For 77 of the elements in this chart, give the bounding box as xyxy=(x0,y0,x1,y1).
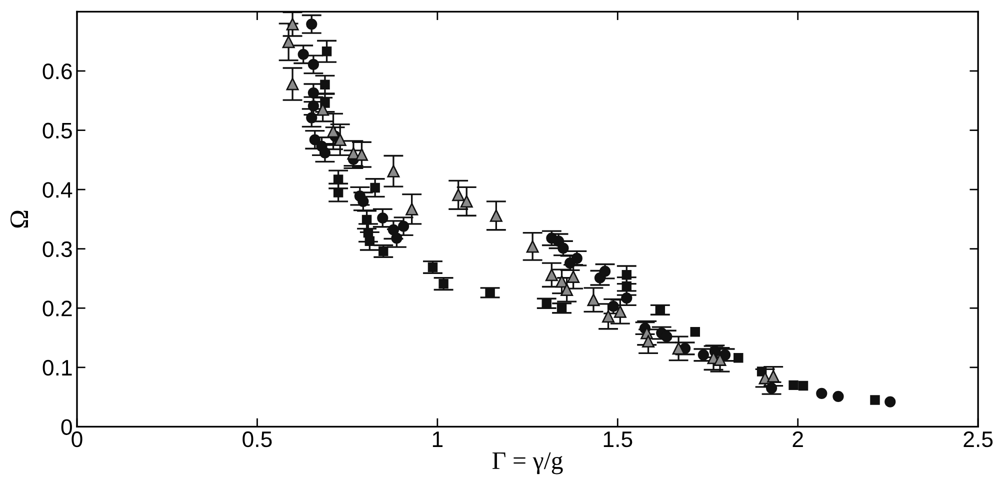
point xyxy=(298,48,309,60)
point xyxy=(870,395,880,405)
point xyxy=(714,353,726,366)
x-tick-label: 2 xyxy=(792,431,803,447)
point xyxy=(387,164,400,178)
point xyxy=(602,310,615,323)
point xyxy=(406,202,418,216)
point xyxy=(308,100,319,112)
point xyxy=(884,396,896,408)
point xyxy=(388,224,400,236)
point xyxy=(378,246,388,256)
y-tick-label: 0.5 xyxy=(42,122,72,139)
point xyxy=(306,18,318,30)
point xyxy=(545,268,558,282)
point xyxy=(542,298,552,308)
point xyxy=(766,382,778,394)
point xyxy=(556,303,567,313)
point xyxy=(832,390,844,402)
point xyxy=(362,214,372,225)
point xyxy=(734,353,744,363)
point xyxy=(622,281,632,292)
x-axis-title: Γ = γ/g xyxy=(492,452,563,474)
y-tick-label: 0.1 xyxy=(42,360,72,376)
point xyxy=(377,212,388,224)
x-tick-label: 2.5 xyxy=(964,431,993,448)
y-tick-label: 0 xyxy=(61,419,72,435)
point xyxy=(398,220,410,232)
point xyxy=(614,305,626,318)
point xyxy=(282,36,295,48)
point xyxy=(490,209,502,222)
point xyxy=(767,370,780,383)
point xyxy=(358,196,369,207)
point xyxy=(428,262,438,272)
point xyxy=(655,305,666,315)
point xyxy=(452,188,465,202)
y-tick-label: 0.4 xyxy=(42,182,72,198)
x-tick-label: 1.5 xyxy=(604,432,632,448)
point xyxy=(642,335,655,348)
point xyxy=(485,288,495,298)
point xyxy=(334,133,346,146)
point xyxy=(587,294,600,306)
point xyxy=(698,349,709,361)
point xyxy=(599,266,611,277)
point xyxy=(333,188,344,198)
point xyxy=(308,58,319,70)
point xyxy=(690,326,700,337)
point xyxy=(308,87,319,98)
point xyxy=(526,240,539,253)
y-axis-title: Ω xyxy=(10,210,28,228)
point xyxy=(286,78,299,90)
point xyxy=(661,331,672,342)
x-tick-label: 0 xyxy=(72,431,82,448)
point xyxy=(788,380,798,390)
point xyxy=(364,236,375,246)
point xyxy=(391,232,402,244)
point xyxy=(621,292,632,304)
y-tick-label: 0.2 xyxy=(42,300,72,316)
point xyxy=(319,147,331,158)
point xyxy=(309,134,320,146)
point xyxy=(567,270,580,283)
y-tick-label: 0.6 xyxy=(42,64,72,80)
point xyxy=(438,278,448,289)
point xyxy=(355,148,368,161)
point xyxy=(460,195,473,208)
point xyxy=(816,388,828,400)
point xyxy=(333,174,344,184)
point xyxy=(560,283,574,296)
point xyxy=(306,112,318,124)
point xyxy=(622,270,632,280)
point xyxy=(286,18,299,30)
y-tick-label: 0.3 xyxy=(42,241,72,258)
point xyxy=(370,182,380,193)
point xyxy=(320,80,330,90)
point xyxy=(322,46,332,56)
x-tick-label: 0.5 xyxy=(242,431,272,448)
point xyxy=(798,380,808,391)
x-tick-label: 1 xyxy=(432,432,443,447)
